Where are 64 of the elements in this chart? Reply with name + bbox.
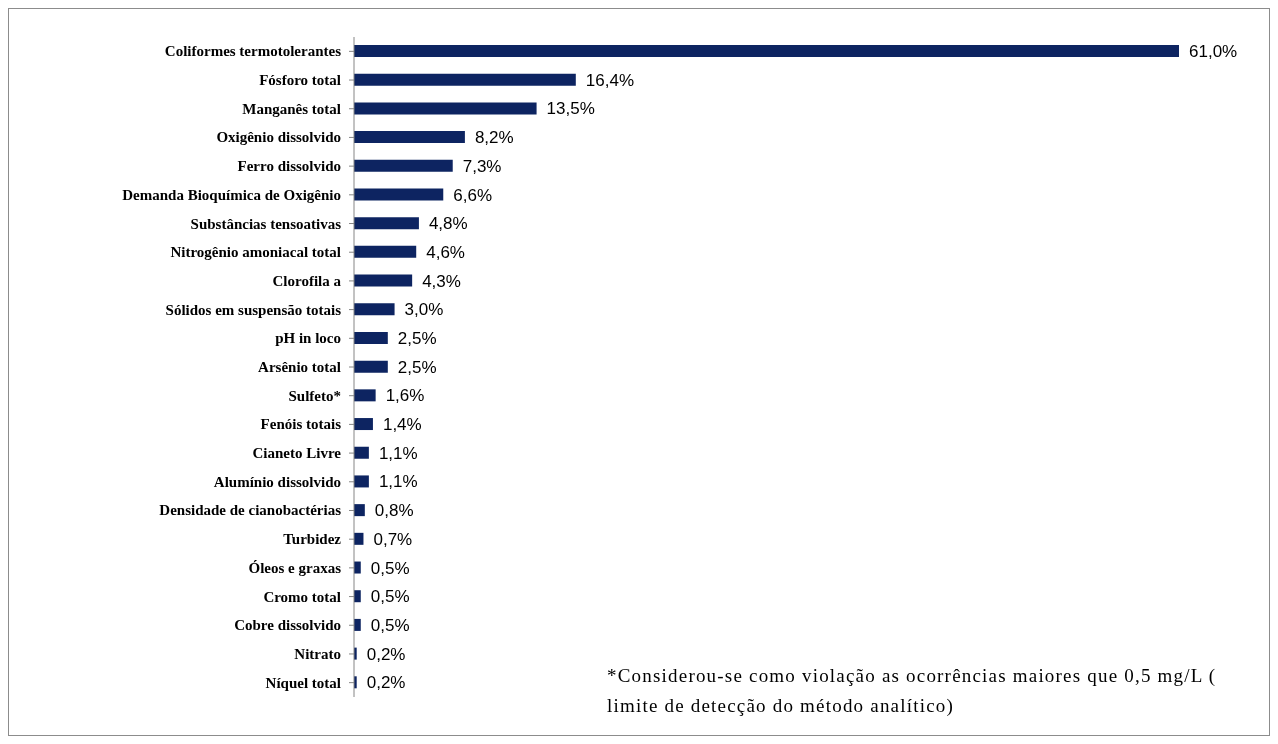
data-label: 13,5%	[546, 99, 595, 119]
y-tick-label: Óleos e graxas	[248, 559, 342, 576]
y-tick-label: Manganês total	[242, 100, 341, 117]
bar	[354, 504, 365, 517]
y-tick-label: Clorofila a	[272, 272, 342, 289]
data-label: 3,0%	[404, 300, 444, 320]
data-label: 2,5%	[397, 328, 437, 348]
bar	[354, 418, 373, 431]
bar	[354, 159, 453, 172]
bar	[354, 73, 576, 86]
y-tick-label: Sulfeto*	[288, 387, 341, 404]
y-tick-label: Ferro dissolvido	[237, 158, 341, 175]
bar	[354, 475, 369, 488]
bar	[354, 331, 388, 344]
data-label: 1,4%	[382, 415, 422, 435]
bar	[354, 389, 376, 402]
y-tick-label: Níquel total	[265, 674, 341, 691]
data-label: 4,8%	[428, 214, 468, 234]
data-label: 61,0%	[1189, 42, 1238, 62]
y-tick-label: Nitrato	[294, 645, 341, 662]
data-label: 8,2%	[474, 128, 514, 148]
bar	[354, 188, 444, 201]
y-tick-label: Substâncias tensoativas	[190, 215, 342, 232]
data-label: 0,5%	[370, 558, 410, 578]
data-label: 2,5%	[397, 357, 437, 377]
data-label: 0,7%	[373, 529, 413, 549]
bar	[354, 245, 417, 258]
data-label: 1,1%	[378, 443, 418, 463]
data-label: 0,5%	[370, 587, 410, 607]
data-label: 1,1%	[378, 472, 418, 492]
bar	[354, 446, 369, 459]
bar	[354, 217, 419, 230]
y-tick-label: Cromo total	[263, 588, 341, 605]
data-label: 4,3%	[422, 271, 461, 291]
y-tick-label: Demanda Bioquímica de Oxigênio	[122, 186, 341, 203]
y-tick-label: Sólidos em suspensão totais	[165, 301, 342, 318]
y-tick-label: Fósforo total	[259, 72, 341, 89]
data-label: 0,2%	[366, 644, 406, 664]
y-tick-label: Coliformes termotolerantes	[164, 43, 342, 60]
bar	[354, 45, 1179, 57]
y-tick-label: Fenóis totais	[260, 416, 342, 433]
bar	[354, 360, 388, 373]
y-tick-label: Nitrogênio amoniacal total	[170, 244, 341, 261]
y-tick-label: Cobre dissolvido	[234, 617, 341, 634]
y-tick-label: Turbidez	[283, 531, 342, 548]
data-label: 16,4%	[585, 70, 635, 90]
annotation: *Considerou-se como violação as ocorrências maiores que 0,5 mg/L ( limite de detecção do método analítico)	[607, 664, 1218, 718]
data-label: 0,2%	[366, 673, 406, 693]
bar	[354, 102, 537, 115]
y-tick-label: pH in loco	[275, 330, 341, 347]
data-label: 0,5%	[370, 615, 410, 635]
bar	[354, 274, 413, 287]
y-tick-label: Arsênio total	[258, 359, 341, 375]
y-tick-label: Oxigênio dissolvido	[216, 129, 341, 146]
y-tick-label: Alumínio dissolvido	[213, 473, 341, 490]
data-label: 7,3%	[462, 156, 502, 176]
bar	[354, 303, 395, 316]
data-label: 6,6%	[453, 185, 493, 205]
data-label: 4,6%	[426, 242, 465, 262]
data-label: 0,8%	[374, 501, 414, 521]
data-label: 1,6%	[385, 386, 425, 406]
y-tick-label: Cianeto Livre	[252, 445, 342, 462]
bar	[354, 131, 465, 144]
y-tick-label: Densidade de cianobactérias	[159, 502, 342, 519]
